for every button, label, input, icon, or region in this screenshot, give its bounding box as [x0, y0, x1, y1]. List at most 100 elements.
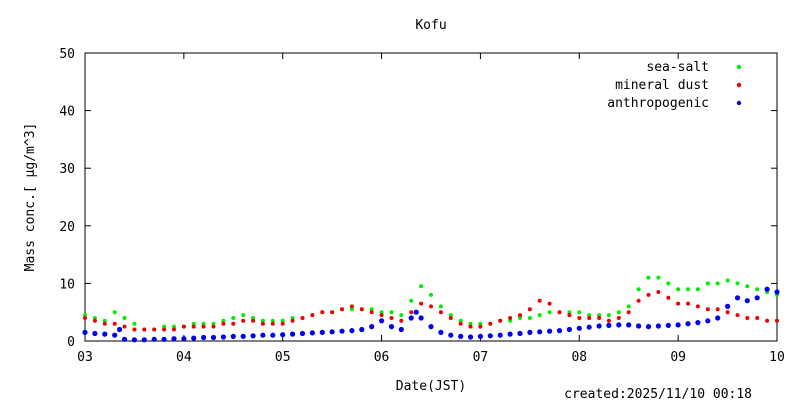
sea-salt-point [251, 316, 256, 320]
anthropogenic-point [339, 328, 345, 334]
mineral-dust-point [577, 316, 582, 320]
sea-salt-point [409, 298, 414, 303]
anthropogenic-point [280, 332, 286, 338]
sea-salt-point [567, 310, 572, 315]
sea-salt-point [458, 318, 463, 323]
sea-salt-point [399, 313, 404, 318]
sea-salt-point [646, 275, 651, 280]
mineral-dust-point [349, 304, 354, 309]
anthropogenic-point [210, 334, 217, 341]
anthropogenic-point [161, 336, 167, 342]
mineral-dust-point [92, 318, 97, 323]
sea-salt-point [468, 321, 473, 326]
anthropogenic-point [290, 331, 296, 337]
mineral-dust-point [310, 313, 315, 318]
anthropogenic-point [418, 315, 424, 321]
anthropogenic-point [527, 329, 533, 335]
mineral-dust-point [102, 321, 107, 326]
anthropogenic-point [606, 322, 612, 328]
sea-salt-point [419, 284, 424, 289]
mineral-dust-point [498, 318, 503, 323]
anthropogenic-point [458, 333, 464, 339]
mineral-dust-point [527, 307, 532, 312]
mineral-dust-point [241, 318, 246, 323]
mineral-dust-point [409, 310, 414, 315]
sea-salt-point [518, 316, 522, 320]
mineral-dust-point [676, 301, 681, 306]
anthropogenic-point [596, 323, 602, 329]
anthropogenic-point [715, 315, 721, 321]
anthropogenic-point [566, 326, 573, 333]
sea-salt-point [231, 316, 236, 320]
anthropogenic-point [774, 289, 780, 295]
sea-salt-point [112, 310, 117, 315]
x-tick-label: 03 [77, 350, 93, 365]
sea-salt-point [290, 316, 295, 320]
sea-salt-point [478, 321, 483, 326]
mineral-dust-point [616, 316, 621, 320]
mineral-dust-point [705, 307, 710, 312]
legend-label-sea-salt: sea-salt [646, 60, 709, 75]
x-tick-label: 06 [374, 350, 390, 365]
sea-salt-point [83, 313, 87, 318]
mineral-dust-point [695, 304, 700, 309]
mineral-dust-point [775, 318, 779, 323]
mineral-dust-point [290, 318, 295, 323]
mineral-dust-point [83, 316, 87, 320]
mineral-dust-point [152, 327, 157, 332]
sea-salt-point [221, 318, 226, 323]
anthropogenic-point [299, 330, 306, 337]
x-tick-label: 10 [769, 350, 785, 365]
mineral-dust-point [211, 324, 216, 329]
mineral-dust-point [162, 327, 167, 332]
anthropogenic-point [636, 323, 642, 329]
mineral-dust-point [231, 321, 236, 326]
mineral-dust-point [201, 324, 206, 329]
anthropogenic-point [220, 334, 226, 340]
sea-salt-point [715, 281, 720, 286]
mineral-dust-point [636, 298, 641, 303]
anthropogenic-point [537, 329, 543, 335]
anthropogenic-point [82, 329, 88, 335]
x-tick-label: 08 [571, 350, 587, 365]
mineral-dust-point [448, 316, 453, 320]
mineral-dust-point [419, 301, 424, 306]
mineral-dust-point [340, 307, 344, 312]
anthropogenic-point [319, 329, 325, 335]
legend-label-anthropogenic: anthropogenic [607, 96, 709, 111]
mineral-dust-point [112, 321, 117, 326]
sea-salt-point [260, 318, 265, 323]
anthropogenic-point [171, 336, 177, 342]
mineral-dust-point [626, 310, 631, 315]
sea-salt-point [597, 313, 602, 318]
mineral-dust-point [715, 307, 720, 312]
anthropogenic-point [645, 324, 652, 330]
anthropogenic-point [764, 286, 770, 292]
mineral-dust-point [656, 290, 661, 294]
mineral-dust-point [280, 321, 285, 326]
sea-salt-point [695, 287, 700, 292]
mineral-dust-point [547, 301, 552, 306]
anthropogenic-point [117, 326, 123, 333]
mineral-dust-point [379, 313, 384, 318]
sea-salt-point [438, 304, 443, 309]
mineral-dust-point [251, 318, 256, 323]
anthropogenic-point [260, 332, 266, 338]
anthropogenic-point [201, 334, 207, 341]
mineral-dust-point [399, 318, 404, 323]
y-tick-label: 50 [59, 47, 75, 62]
mineral-dust-point [606, 318, 611, 323]
axis-ticks: 03 04 05 06 07 08 09 10 0 10 20 30 40 50 [59, 47, 784, 365]
anthropogenic-point [398, 326, 404, 333]
anthropogenic-point [695, 320, 701, 326]
mineral-dust-point [320, 310, 325, 315]
sea-salt-point [606, 313, 611, 318]
sea-salt-point [636, 287, 641, 292]
sea-salt-point [162, 324, 167, 329]
mineral-dust-point [557, 310, 562, 315]
sea-salt-point [676, 287, 681, 292]
anthropogenic-point [685, 321, 691, 327]
sea-salt-point [755, 287, 760, 292]
